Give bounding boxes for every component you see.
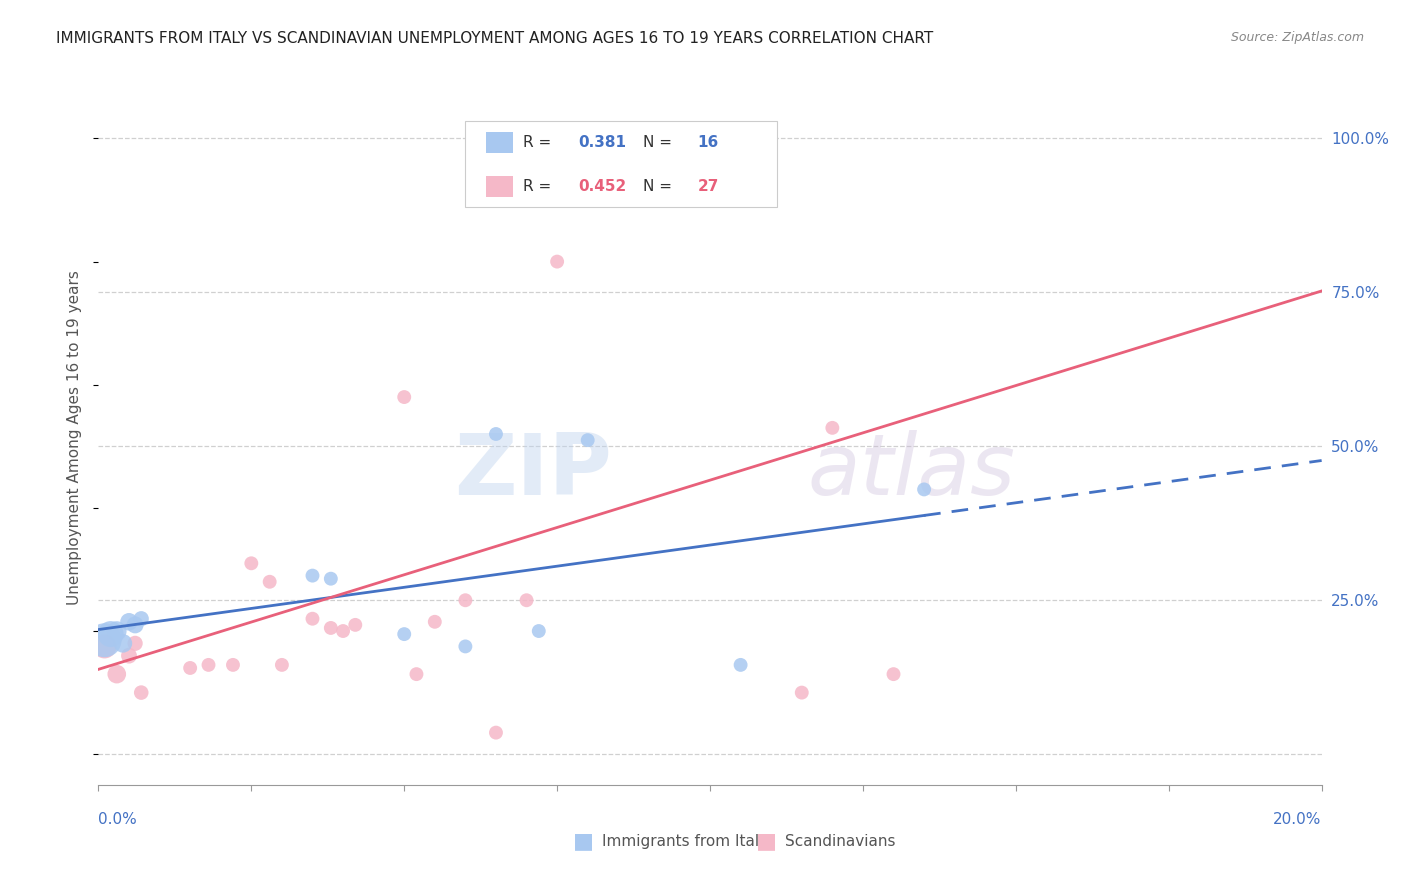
Text: N =: N =	[643, 179, 676, 194]
Point	[485, 725, 508, 739]
Y-axis label: Unemployment Among Ages 16 to 19 years: Unemployment Among Ages 16 to 19 years	[67, 269, 83, 605]
Text: 0.0%: 0.0%	[98, 812, 138, 827]
Point	[392, 390, 416, 404]
Point	[111, 636, 134, 650]
Point	[699, 150, 721, 164]
Text: Scandinavians: Scandinavians	[785, 834, 896, 848]
FancyBboxPatch shape	[486, 132, 513, 153]
Text: Immigrants from Italy: Immigrants from Italy	[602, 834, 768, 848]
Point	[730, 657, 752, 672]
Text: 16: 16	[697, 136, 718, 150]
Point	[129, 612, 152, 626]
Point	[883, 667, 905, 681]
Point	[392, 627, 416, 641]
Point	[485, 427, 508, 442]
Point	[637, 150, 661, 164]
Text: ■: ■	[574, 831, 593, 851]
Point	[259, 574, 281, 589]
Point	[240, 557, 263, 571]
Point	[105, 624, 128, 638]
Point	[118, 615, 141, 629]
Point	[124, 618, 146, 632]
Text: IMMIGRANTS FROM ITALY VS SCANDINAVIAN UNEMPLOYMENT AMONG AGES 16 TO 19 YEARS COR: IMMIGRANTS FROM ITALY VS SCANDINAVIAN UN…	[56, 31, 934, 46]
Point	[527, 624, 550, 638]
Point	[405, 667, 427, 681]
FancyBboxPatch shape	[486, 177, 513, 197]
Point	[319, 572, 342, 586]
Text: 0.381: 0.381	[578, 136, 626, 150]
Point	[129, 685, 152, 699]
Text: R =: R =	[523, 179, 555, 194]
Point	[546, 254, 568, 268]
Text: 0.452: 0.452	[578, 179, 626, 194]
Point	[93, 633, 115, 648]
Point	[179, 661, 201, 675]
Point	[332, 624, 354, 638]
Text: ■: ■	[756, 831, 776, 851]
Text: 27: 27	[697, 179, 720, 194]
Point	[454, 593, 477, 607]
Point	[912, 483, 935, 497]
Text: atlas: atlas	[808, 430, 1017, 514]
Point	[100, 627, 122, 641]
Point	[222, 657, 245, 672]
Point	[423, 615, 446, 629]
Point	[301, 612, 323, 626]
Point	[105, 667, 128, 681]
Point	[197, 657, 219, 672]
Point	[93, 640, 115, 654]
Text: ZIP: ZIP	[454, 430, 612, 514]
Text: R =: R =	[523, 136, 555, 150]
Point	[821, 421, 844, 435]
Point	[301, 568, 323, 582]
Point	[124, 636, 146, 650]
FancyBboxPatch shape	[465, 120, 778, 208]
Point	[344, 618, 367, 632]
Point	[790, 685, 813, 699]
Text: 20.0%: 20.0%	[1274, 812, 1322, 827]
Text: N =: N =	[643, 136, 676, 150]
Point	[319, 621, 342, 635]
Point	[118, 648, 141, 663]
Point	[454, 640, 477, 654]
Text: Source: ZipAtlas.com: Source: ZipAtlas.com	[1230, 31, 1364, 45]
Point	[270, 657, 292, 672]
Point	[576, 433, 599, 447]
Point	[516, 593, 538, 607]
